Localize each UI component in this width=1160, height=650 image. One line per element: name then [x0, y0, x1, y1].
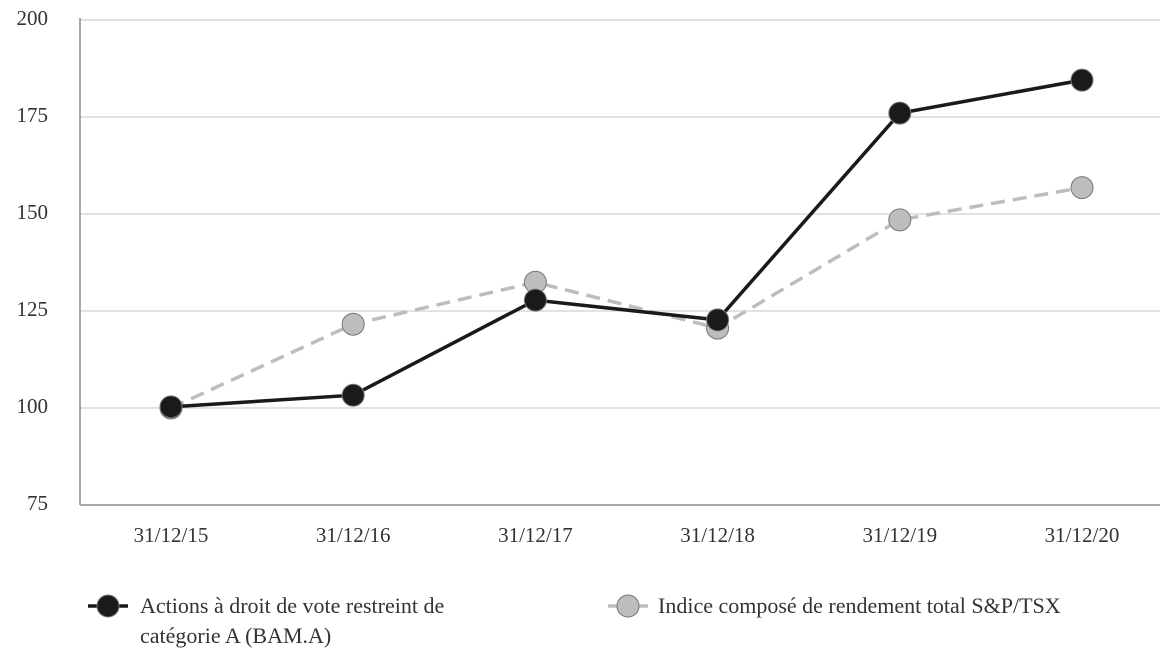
point — [523, 288, 547, 312]
x-tick-label: 31/12/17 — [498, 523, 573, 547]
point — [1070, 68, 1094, 92]
x-tick-label: 31/12/16 — [316, 523, 391, 547]
legend-marker — [96, 594, 120, 618]
series-line — [170, 78, 1083, 409]
y-tick-label: 150 — [17, 200, 49, 224]
point — [888, 101, 912, 125]
legend-label: Indice composé de rendement total S&P/TS… — [658, 593, 1061, 618]
legend-label: Actions à droit de vote restreint de cat… — [140, 593, 445, 648]
y-tick-label: 75 — [27, 491, 48, 515]
x-tick-label: 31/12/20 — [1045, 523, 1120, 547]
point — [159, 395, 183, 419]
point — [888, 208, 912, 232]
y-tick-label: 100 — [17, 394, 49, 418]
point — [706, 308, 730, 332]
x-tick-label: 31/12/18 — [680, 523, 755, 547]
legend-marker — [616, 594, 640, 618]
series-line — [170, 185, 1083, 410]
x-tick-label: 31/12/15 — [134, 523, 209, 547]
point — [1070, 176, 1094, 200]
x-tick-label: 31/12/19 — [862, 523, 937, 547]
y-tick-label: 200 — [17, 6, 49, 30]
y-tick-label: 125 — [17, 297, 49, 321]
point — [341, 383, 365, 407]
y-tick-label: 175 — [17, 103, 49, 127]
point — [341, 312, 365, 336]
